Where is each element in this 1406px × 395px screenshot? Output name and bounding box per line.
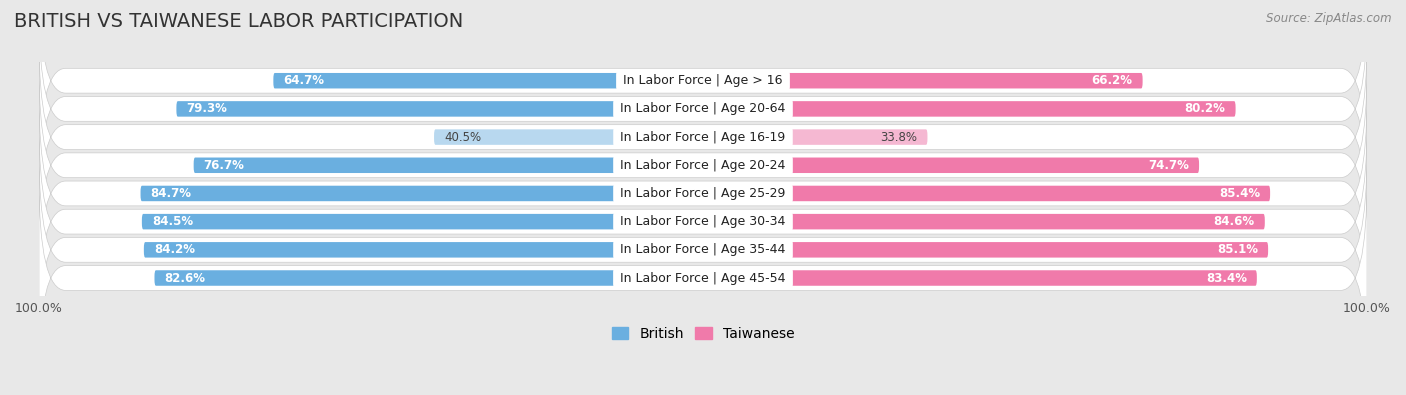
Text: In Labor Force | Age 25-29: In Labor Force | Age 25-29 (616, 187, 790, 200)
FancyBboxPatch shape (143, 242, 703, 258)
FancyBboxPatch shape (39, 178, 1367, 378)
FancyBboxPatch shape (434, 129, 703, 145)
Text: BRITISH VS TAIWANESE LABOR PARTICIPATION: BRITISH VS TAIWANESE LABOR PARTICIPATION (14, 12, 464, 31)
FancyBboxPatch shape (39, 149, 1367, 350)
Text: 40.5%: 40.5% (444, 131, 481, 144)
Text: 83.4%: 83.4% (1206, 271, 1247, 284)
FancyBboxPatch shape (142, 214, 703, 229)
Legend: British, Taiwanese: British, Taiwanese (612, 327, 794, 341)
Text: In Labor Force | Age 35-44: In Labor Force | Age 35-44 (616, 243, 790, 256)
FancyBboxPatch shape (703, 129, 928, 145)
FancyBboxPatch shape (703, 270, 1257, 286)
Text: 33.8%: 33.8% (880, 131, 918, 144)
Text: 85.1%: 85.1% (1218, 243, 1258, 256)
Text: Source: ZipAtlas.com: Source: ZipAtlas.com (1267, 12, 1392, 25)
Text: 85.4%: 85.4% (1219, 187, 1260, 200)
FancyBboxPatch shape (155, 270, 703, 286)
FancyBboxPatch shape (39, 121, 1367, 322)
Text: 84.6%: 84.6% (1213, 215, 1254, 228)
FancyBboxPatch shape (39, 37, 1367, 237)
Text: 64.7%: 64.7% (284, 74, 325, 87)
FancyBboxPatch shape (39, 93, 1367, 294)
Text: 79.3%: 79.3% (187, 102, 228, 115)
Text: In Labor Force | Age 20-24: In Labor Force | Age 20-24 (616, 159, 790, 172)
FancyBboxPatch shape (39, 9, 1367, 209)
Text: 84.2%: 84.2% (153, 243, 195, 256)
Text: 74.7%: 74.7% (1149, 159, 1189, 172)
FancyBboxPatch shape (176, 101, 703, 117)
Text: 76.7%: 76.7% (204, 159, 245, 172)
Text: 66.2%: 66.2% (1091, 74, 1133, 87)
Text: 82.6%: 82.6% (165, 271, 205, 284)
FancyBboxPatch shape (703, 186, 1270, 201)
FancyBboxPatch shape (703, 73, 1143, 88)
FancyBboxPatch shape (39, 65, 1367, 265)
FancyBboxPatch shape (703, 158, 1199, 173)
FancyBboxPatch shape (39, 0, 1367, 181)
Text: 84.7%: 84.7% (150, 187, 191, 200)
Text: In Labor Force | Age 45-54: In Labor Force | Age 45-54 (616, 271, 790, 284)
FancyBboxPatch shape (273, 73, 703, 88)
Text: In Labor Force | Age 30-34: In Labor Force | Age 30-34 (616, 215, 790, 228)
Text: In Labor Force | Age 16-19: In Labor Force | Age 16-19 (616, 131, 790, 144)
FancyBboxPatch shape (703, 242, 1268, 258)
FancyBboxPatch shape (703, 101, 1236, 117)
Text: In Labor Force | Age > 16: In Labor Force | Age > 16 (619, 74, 787, 87)
FancyBboxPatch shape (703, 214, 1265, 229)
FancyBboxPatch shape (141, 186, 703, 201)
Text: 80.2%: 80.2% (1185, 102, 1226, 115)
FancyBboxPatch shape (194, 158, 703, 173)
Text: In Labor Force | Age 20-64: In Labor Force | Age 20-64 (616, 102, 790, 115)
Text: 84.5%: 84.5% (152, 215, 193, 228)
